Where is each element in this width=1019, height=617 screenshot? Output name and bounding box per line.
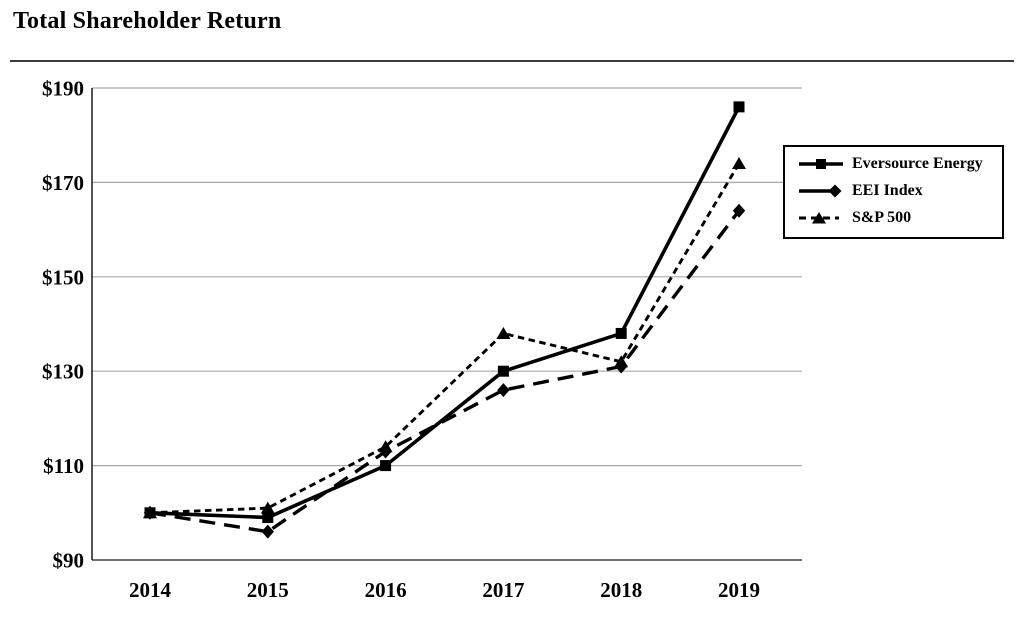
series-marker-triangle-s-p-500 xyxy=(496,326,511,339)
series-line-eei-index xyxy=(149,209,741,534)
series-marker-diamond-eei-index xyxy=(261,524,274,539)
series-marker-triangle-s-p-500 xyxy=(732,157,746,170)
legend-item-eei-index: EEI Index xyxy=(799,182,996,200)
x-axis-tick-label: 2016 xyxy=(365,578,407,602)
series-marker-triangle-s-p-500 xyxy=(143,506,157,519)
series-marker-triangle-s-p-500 xyxy=(378,440,393,453)
series-marker-diamond-eei-index xyxy=(497,383,510,398)
x-axis-tick-label: 2019 xyxy=(718,578,760,602)
legend-label: EEI Index xyxy=(852,182,923,199)
title-rule xyxy=(10,60,1014,62)
page-title: Total Shareholder Return xyxy=(13,8,282,34)
x-axis-tick-label: 2014 xyxy=(129,578,172,602)
y-axis-tick-label: $110 xyxy=(43,454,84,478)
x-axis-tick-label: 2018 xyxy=(600,578,642,602)
series-line-s-p-500 xyxy=(149,162,741,515)
series-marker-square-eversource-energy xyxy=(497,365,509,377)
series-marker-triangle-s-p-500 xyxy=(260,501,275,514)
series-marker-square-eversource-energy xyxy=(733,101,745,113)
y-axis-tick-label: $130 xyxy=(42,360,84,384)
dash-line-diamond-marker-icon xyxy=(799,184,842,198)
x-axis-tick-label: 2015 xyxy=(247,578,289,602)
series-marker-triangle-s-p-500 xyxy=(614,355,629,368)
series-marker-square-eversource-energy xyxy=(380,460,392,472)
x-axis-tick-label: 2017 xyxy=(482,578,524,602)
series-marker-diamond-eei-index xyxy=(732,203,746,218)
y-axis-tick-label: $150 xyxy=(42,265,84,289)
legend: Eversource Energy EEI Index S&P 500 xyxy=(783,145,1004,239)
series-marker-square-eversource-energy xyxy=(615,327,627,339)
solid-line-square-marker-icon xyxy=(799,159,843,169)
series-marker-square-eversource-energy xyxy=(262,512,274,524)
y-axis-tick-label: $170 xyxy=(42,171,84,195)
series-line-eversource-energy xyxy=(149,106,741,520)
legend-label: S&P 500 xyxy=(852,209,912,226)
legend-item-sp-500: S&P 500 xyxy=(799,209,996,227)
y-axis-tick-label: $190 xyxy=(42,77,84,101)
legend-item-eversource-energy: Eversource Energy xyxy=(799,155,996,173)
y-axis-tick-label: $90 xyxy=(53,549,85,573)
legend-label: Eversource Energy xyxy=(852,155,983,172)
dash-line-triangle-marker-icon xyxy=(799,212,839,224)
